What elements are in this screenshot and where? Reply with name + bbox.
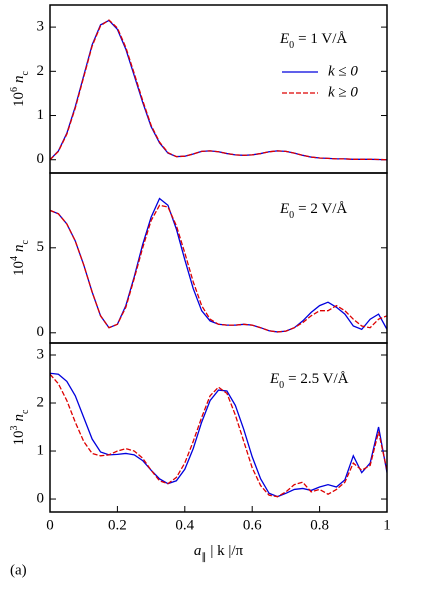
label-part: a xyxy=(194,543,202,559)
label-part: = 1 V/Å xyxy=(298,31,347,47)
panel-frame xyxy=(49,342,388,513)
label-part: = 2.5 V/Å xyxy=(288,371,348,387)
series-line xyxy=(50,197,387,333)
annotation: E0 = 2 V/Å xyxy=(279,201,347,220)
y-tick-label: 0 xyxy=(37,490,45,506)
label-part: 3 xyxy=(9,425,20,430)
x-axis-label: a∥ | k |/π xyxy=(194,543,244,562)
label-part: c xyxy=(20,409,31,414)
x-tick-label: 0.4 xyxy=(175,517,194,533)
label-part: c xyxy=(20,239,31,244)
label-part: 0 xyxy=(289,210,294,221)
panel-label: (a) xyxy=(10,562,27,578)
legend-label: k ≥ 0 xyxy=(328,84,358,100)
y-tick-label: 2 xyxy=(37,63,45,79)
label-part: E xyxy=(279,31,289,47)
x-tick-label: 0 xyxy=(46,517,54,533)
y-axis-label: 104 nc xyxy=(9,239,31,276)
y-axis-label: 106 nc xyxy=(9,70,31,107)
y-tick-label: 3 xyxy=(37,19,45,35)
label-part: 0 xyxy=(279,380,284,391)
label-part: 10 xyxy=(11,261,27,276)
label-part: n xyxy=(11,75,27,83)
y-tick-label: 1 xyxy=(37,442,45,458)
y-tick-label: 1 xyxy=(37,107,45,123)
label-part: | k |/π xyxy=(210,543,243,559)
y-tick-label: 5 xyxy=(37,239,45,255)
label-part: 10 xyxy=(11,430,27,445)
label-part: 0 xyxy=(289,40,294,51)
label-part: ∥ xyxy=(201,552,206,563)
series-line xyxy=(50,373,387,498)
y-tick-label: 3 xyxy=(37,346,45,362)
annotation: E0 = 1 V/Å xyxy=(279,31,347,50)
label-part: n xyxy=(11,244,27,252)
series-line xyxy=(50,372,387,498)
y-axis-label: 103 nc xyxy=(9,409,31,446)
annotation: E0 = 2.5 V/Å xyxy=(269,371,349,390)
y-tick-label: 0 xyxy=(37,324,45,340)
series-line xyxy=(50,204,387,333)
label-part: 10 xyxy=(11,92,27,107)
series-line xyxy=(50,19,387,161)
label-part: E xyxy=(269,371,279,387)
label-part: c xyxy=(20,70,31,75)
x-tick-label: 1 xyxy=(383,517,391,533)
legend-label: k ≤ 0 xyxy=(328,63,358,79)
y-tick-label: 0 xyxy=(37,151,45,167)
y-tick-label: 2 xyxy=(37,394,45,410)
label-part: E xyxy=(279,201,289,217)
label-part: 6 xyxy=(9,87,20,92)
x-tick-label: 0.6 xyxy=(243,517,262,533)
label-part: = 2 V/Å xyxy=(298,201,347,217)
x-tick-label: 0.8 xyxy=(310,517,329,533)
x-tick-label: 0.2 xyxy=(108,517,127,533)
panel-frame xyxy=(49,172,388,344)
label-part: 4 xyxy=(9,256,20,261)
label-part: n xyxy=(11,414,27,422)
